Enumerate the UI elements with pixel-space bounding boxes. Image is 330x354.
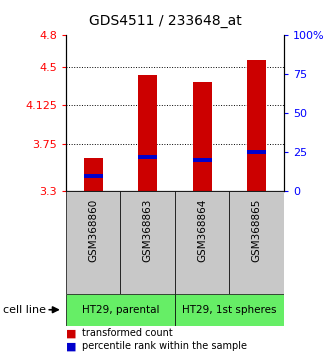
Bar [120, 191, 175, 294]
Bar [193, 158, 212, 162]
Text: GDS4511 / 233648_at: GDS4511 / 233648_at [89, 14, 241, 28]
Text: ■: ■ [66, 341, 77, 351]
Text: HT29, 1st spheres: HT29, 1st spheres [182, 305, 277, 315]
Bar [66, 294, 175, 326]
Bar [84, 158, 103, 191]
Bar [229, 191, 284, 294]
Text: GSM368865: GSM368865 [251, 198, 262, 262]
Bar [66, 191, 120, 294]
Bar [138, 155, 157, 159]
Bar [175, 191, 229, 294]
Bar [193, 82, 212, 191]
Text: cell line: cell line [3, 305, 46, 315]
Text: GSM368860: GSM368860 [88, 198, 98, 262]
Text: HT29, parental: HT29, parental [82, 305, 159, 315]
Bar [138, 75, 157, 191]
Bar [247, 150, 266, 154]
Text: GSM368863: GSM368863 [143, 198, 153, 262]
Bar [175, 294, 284, 326]
Text: ■: ■ [66, 329, 77, 338]
Bar [84, 173, 103, 178]
Text: transformed count: transformed count [82, 329, 173, 338]
Text: GSM368864: GSM368864 [197, 198, 207, 262]
Bar [247, 60, 266, 191]
Text: percentile rank within the sample: percentile rank within the sample [82, 341, 248, 351]
